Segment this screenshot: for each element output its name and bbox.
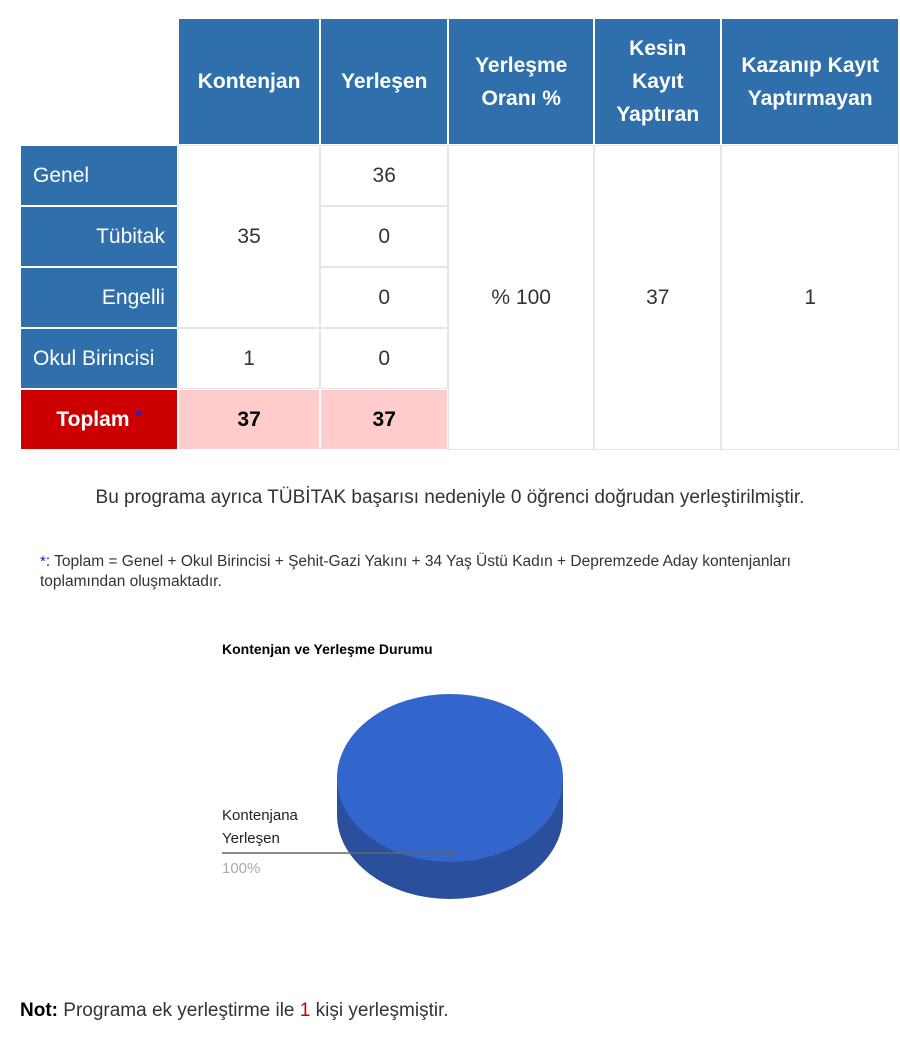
note-text-after: kişi yerleşmiştir. xyxy=(315,1000,449,1021)
cell-tubitak-yerlesen: 0 xyxy=(320,206,449,267)
note: Not: Programa ek yerleştirme ile 1 kişi … xyxy=(20,1000,449,1022)
pie-value-label: 100% xyxy=(222,860,260,877)
cell-toplam-kontenjan: 37 xyxy=(178,390,320,449)
chart-title: Kontenjan ve Yerleşme Durumu xyxy=(222,641,433,657)
toplam-label: Toplam xyxy=(56,407,130,431)
note-count: 1 xyxy=(299,1000,311,1021)
cell-kontenjan-merged: 35 xyxy=(177,145,321,328)
footnote-star: * xyxy=(135,407,142,425)
note-label: Not: xyxy=(20,1000,58,1021)
footnote: *: Toplam = Genel + Okul Birincisi + Şeh… xyxy=(40,552,840,592)
cell-engelli-yerlesen: 0 xyxy=(320,267,449,328)
cell-genel-yerlesen: 36 xyxy=(320,145,449,206)
header-kontenjan: Kontenjan xyxy=(178,19,320,144)
pie-slice-kontenjana-yerlesen[interactable] xyxy=(337,694,563,862)
cell-kayit-yaptirmayan: 1 xyxy=(721,145,899,450)
cell-okul-kontenjan: 1 xyxy=(177,328,321,389)
row-label-okul-birincisi: Okul Birincisi xyxy=(21,329,177,388)
header-yerlesen: Yerleşen xyxy=(321,19,448,144)
note-text-before: Programa ek yerleştirme ile xyxy=(63,1000,295,1021)
pie-leader-dot xyxy=(449,850,455,856)
corner-cell xyxy=(21,19,177,144)
pie-label-line2: Yerleşen xyxy=(222,830,280,847)
pie-label-line1: Kontenjana xyxy=(222,807,299,824)
cell-kesin-kayit: 37 xyxy=(594,145,722,450)
placement-table: Kontenjan Yerleşen Yerleşme Oranı % Kesi… xyxy=(19,17,900,451)
header-kayit-yaptirmayan: Kazanıp Kayıt Yaptırmayan xyxy=(722,19,898,144)
footnote-text: : Toplam = Genel + Okul Birincisi + Şehi… xyxy=(40,553,791,590)
cell-okul-yerlesen: 0 xyxy=(320,328,449,389)
header-kesin-kayit: Kesin Kayıt Yaptıran xyxy=(595,19,721,144)
header-oran: Yerleşme Oranı % xyxy=(449,19,594,144)
row-label-engelli: Engelli xyxy=(21,268,177,327)
cell-toplam-yerlesen: 37 xyxy=(321,390,448,449)
footnote-star-mark: * xyxy=(40,553,46,570)
row-label-genel: Genel xyxy=(21,146,177,205)
row-label-toplam: Toplam * xyxy=(21,390,177,449)
tubitak-info: Bu programa ayrıca TÜBİTAK başarısı nede… xyxy=(95,487,805,508)
row-label-tubitak: Tübitak xyxy=(21,207,177,266)
cell-oran: % 100 xyxy=(448,145,595,450)
